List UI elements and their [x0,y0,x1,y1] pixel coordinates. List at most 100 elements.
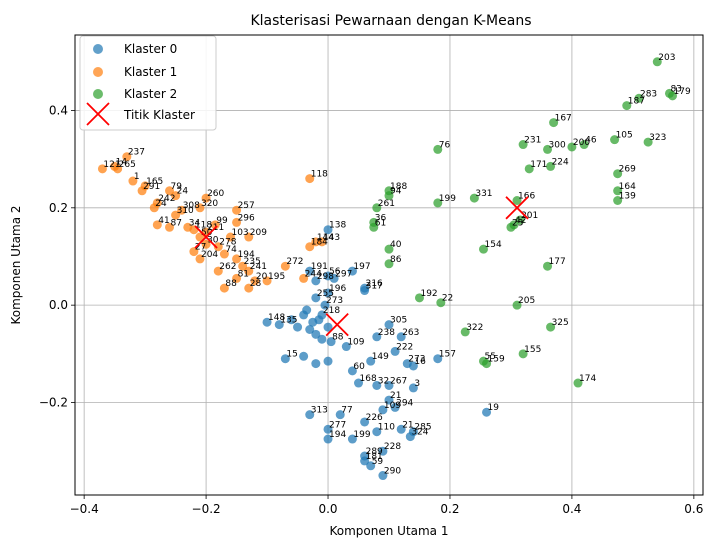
data-point-klaster-2 [518,349,528,359]
data-point-klaster-1 [244,283,254,293]
data-point-klaster-0 [302,305,312,315]
data-point-klaster-0 [299,351,309,361]
y-axis-label: Komponen Utama 2 [9,205,23,324]
data-point-klaster-2 [622,101,632,111]
data-point-klaster-0 [366,461,376,471]
data-point-klaster-2 [384,191,394,201]
point-label: 291 [143,182,160,192]
data-point-klaster-2 [543,144,553,154]
data-point-klaster-1 [128,176,138,186]
centroid-marker [325,312,349,337]
data-point-klaster-1 [171,191,181,201]
data-point-klaster-1 [201,239,211,249]
point-label: 237 [128,148,145,158]
data-point-klaster-1 [305,174,315,184]
point-label: 224 [552,157,569,167]
data-point-klaster-0 [323,225,333,235]
point-label: 166 [518,192,535,202]
data-point-klaster-2 [479,244,489,254]
point-label: 261 [378,199,395,209]
data-point-klaster-0 [408,383,418,393]
data-point-klaster-0 [293,322,303,332]
point-label: 21 [402,420,413,430]
point-label: 195 [268,272,285,282]
data-point-klaster-2 [384,244,394,254]
point-label: 320 [201,199,218,209]
x-tick-label: 0.0 [318,502,337,516]
data-point-klaster-0 [347,434,357,444]
point-label: 242 [158,194,175,204]
data-point-klaster-0 [390,402,400,412]
axis-ticks: −0.4 −0.2 0.0 0.2 0.4 0.6 −0.2 0.0 0.2 0.4 [39,103,704,516]
data-point-klaster-1 [225,232,235,242]
point-label: 216 [366,279,383,289]
point-label: 56 [329,267,341,277]
data-point-klaster-1 [219,249,229,259]
point-label: 222 [396,342,413,352]
point-label: 167 [555,114,572,124]
data-point-klaster-1 [195,232,205,242]
point-label: 28 [250,279,262,289]
x-tick-label: −0.4 [70,502,99,516]
point-label: 77 [341,406,352,416]
data-point-klaster-2 [433,198,443,208]
point-label: 86 [390,255,402,265]
point-label: 149 [372,352,389,362]
data-points [97,57,678,481]
data-point-klaster-0 [274,320,284,330]
point-label: 154 [485,240,502,250]
point-label: 121 [103,160,120,170]
data-point-klaster-1 [165,186,175,196]
data-point-klaster-1 [113,164,123,174]
data-point-klaster-2 [460,327,470,337]
data-point-klaster-2 [518,140,528,150]
point-label: 323 [649,133,666,143]
point-label: 36 [375,213,387,223]
point-label: 278 [219,238,236,248]
point-label: 19 [488,403,500,413]
y-tick-label: 0.2 [49,201,68,215]
data-point-klaster-1 [213,266,223,276]
chart-title: Klasterisasi Pewarnaan dengan K-Means [250,13,531,29]
point-label: 34 [189,218,201,228]
data-point-klaster-1 [97,164,107,174]
point-label: 192 [420,289,437,299]
data-point-klaster-0 [335,410,345,420]
data-point-klaster-1 [171,210,181,220]
point-label: 269 [619,165,636,175]
data-point-klaster-0 [372,380,382,390]
data-point-klaster-1 [137,186,147,196]
legend-box [79,35,217,131]
point-label: 179 [674,87,691,97]
point-label: 109 [384,401,401,411]
data-point-klaster-2 [543,261,553,271]
point-label: 305 [390,316,407,326]
data-point-klaster-0 [262,317,272,327]
data-point-klaster-2 [509,220,519,230]
point-label: 191 [311,262,328,272]
data-point-klaster-2 [610,135,620,145]
x-tick-label: 0.4 [562,502,581,516]
point-label: 228 [384,442,401,452]
data-point-klaster-1 [165,222,175,232]
point-label: 188 [390,182,407,192]
data-point-klaster-0 [384,380,394,390]
point-label: 32 [378,376,389,386]
point-label: 110 [378,423,395,433]
data-point-klaster-0 [311,329,321,339]
data-point-klaster-2 [482,359,492,369]
data-point-klaster-0 [378,471,388,481]
legend-marker-centroid [86,102,110,126]
data-point-klaster-2 [549,118,559,128]
data-point-klaster-2 [579,140,589,150]
y-tick-label: 0.4 [49,103,68,117]
legend-label-klaster-0: Klaster 0 [124,42,177,56]
point-label: 16 [414,357,426,367]
data-point-klaster-1 [262,276,272,286]
data-point-klaster-0 [323,434,333,444]
point-label: 41 [158,216,169,226]
point-label: 194 [329,430,346,440]
data-point-klaster-0 [396,424,406,434]
point-label: 201 [521,211,538,221]
